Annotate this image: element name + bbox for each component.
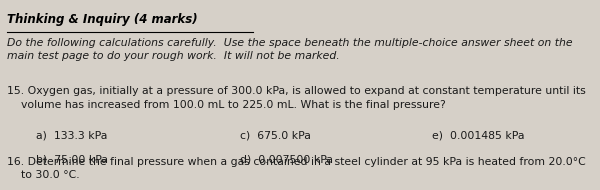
Text: a)  133.3 kPa: a) 133.3 kPa [36, 130, 107, 140]
Text: 15. Oxygen gas, initially at a pressure of 300.0 kPa, is allowed to expand at co: 15. Oxygen gas, initially at a pressure … [7, 86, 586, 110]
Text: 16. Determine the final pressure when a gas contained in a steel cylinder at 95 : 16. Determine the final pressure when a … [7, 157, 586, 180]
Text: c)  675.0 kPa: c) 675.0 kPa [240, 130, 311, 140]
Text: Do the following calculations carefully.  Use the space beneath the multiple-cho: Do the following calculations carefully.… [7, 38, 573, 61]
Text: Thinking & Inquiry (4 marks): Thinking & Inquiry (4 marks) [7, 13, 198, 26]
Text: d)  0.007500 kPa: d) 0.007500 kPa [240, 155, 333, 165]
Text: e)  0.001485 kPa: e) 0.001485 kPa [432, 130, 524, 140]
Text: b)  75.00 kPa: b) 75.00 kPa [36, 155, 108, 165]
